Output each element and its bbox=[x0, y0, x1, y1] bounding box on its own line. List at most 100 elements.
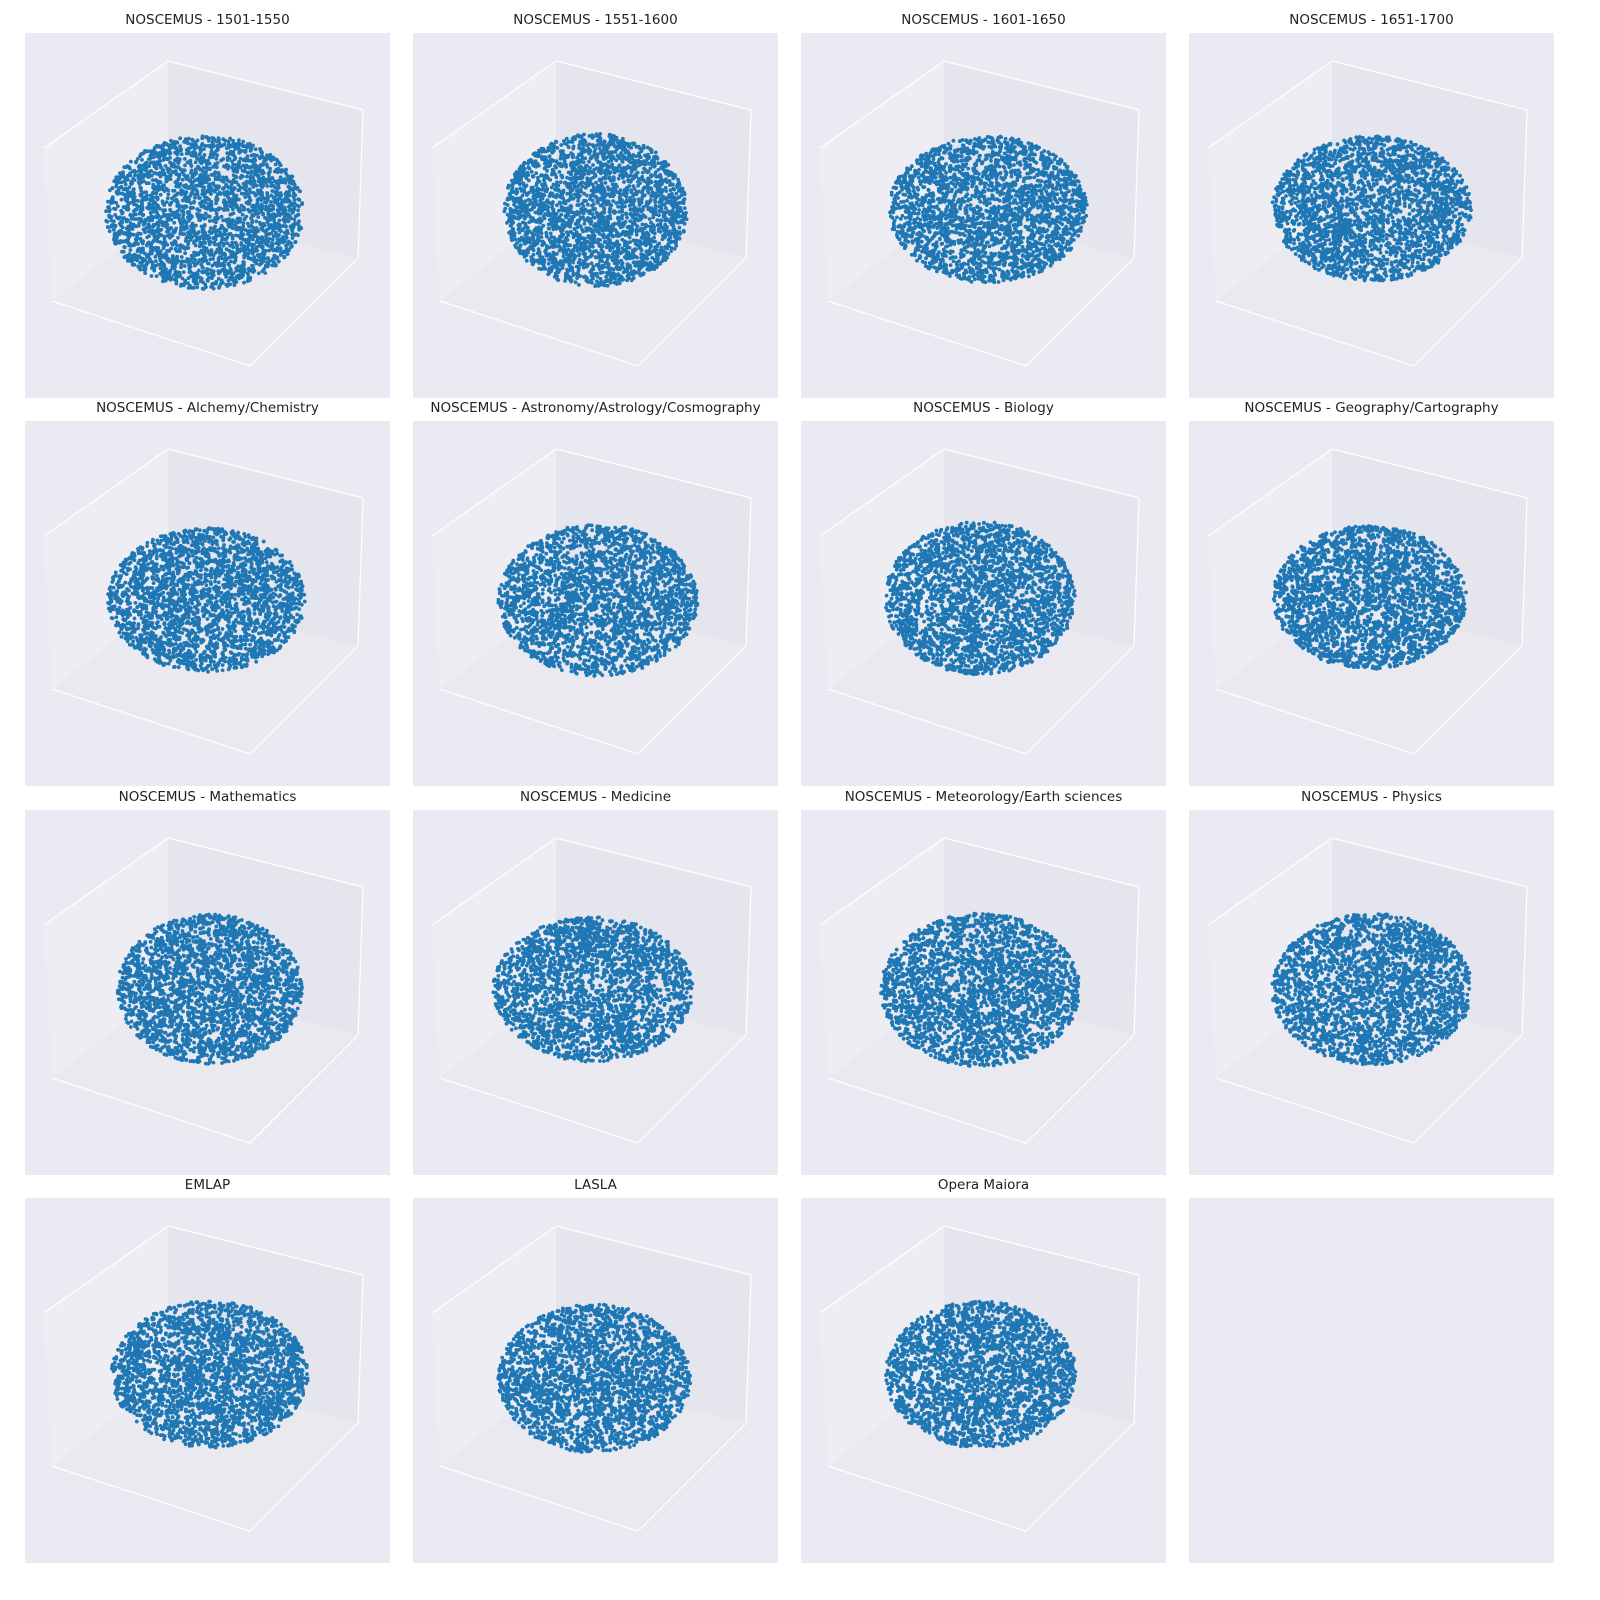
scatter-point bbox=[600, 259, 605, 263]
scatter-point bbox=[534, 164, 538, 169]
scatter-point bbox=[603, 176, 608, 181]
scatter-point bbox=[611, 199, 616, 203]
scatter-point bbox=[290, 174, 295, 179]
scatter-point bbox=[214, 195, 219, 199]
scatter-point bbox=[209, 203, 214, 208]
scatter-point bbox=[120, 180, 124, 185]
scatter-point bbox=[176, 235, 180, 240]
scatter-point bbox=[195, 157, 200, 161]
subplot-axes bbox=[413, 33, 778, 398]
scatter-point bbox=[528, 208, 533, 212]
scatter-point bbox=[185, 230, 190, 235]
scatter-point bbox=[506, 196, 510, 201]
scatter-point bbox=[638, 273, 643, 278]
scatter-point bbox=[219, 214, 224, 219]
scatter-point bbox=[172, 162, 176, 166]
scatter-point bbox=[253, 168, 258, 173]
scatter-point bbox=[610, 234, 615, 239]
scatter-point bbox=[204, 180, 209, 185]
scatter-point bbox=[533, 151, 538, 156]
scatter-point bbox=[164, 213, 169, 218]
scatter-point bbox=[524, 258, 529, 263]
scatter-point bbox=[283, 191, 288, 196]
scatter-point bbox=[558, 180, 563, 185]
scatter-point bbox=[593, 227, 597, 232]
scatter-point bbox=[133, 170, 138, 174]
scatter-point bbox=[587, 151, 591, 156]
scatter-point bbox=[276, 197, 280, 202]
scatter-point bbox=[131, 187, 136, 192]
scatter-point bbox=[264, 233, 269, 237]
scatter-point bbox=[647, 217, 652, 221]
scatter-point bbox=[109, 218, 114, 223]
scatter-point bbox=[281, 224, 286, 228]
scatter-point bbox=[297, 198, 302, 202]
scatter-point bbox=[136, 199, 140, 203]
scatter-point bbox=[290, 244, 294, 249]
scatter-point bbox=[188, 161, 192, 166]
scatter-point bbox=[513, 173, 518, 178]
scatter-point bbox=[231, 207, 235, 212]
scatter-point bbox=[166, 169, 171, 174]
scatter-point bbox=[591, 154, 596, 159]
scatter-point bbox=[143, 197, 148, 202]
scatter-point bbox=[599, 247, 604, 252]
scatter-point bbox=[670, 208, 675, 213]
scatter-point bbox=[531, 216, 535, 221]
scatter-point bbox=[517, 209, 522, 213]
scatter-point bbox=[107, 205, 111, 209]
scatter-point bbox=[575, 176, 579, 181]
scatter-point bbox=[529, 188, 534, 193]
scatter-point bbox=[197, 218, 202, 223]
scatter-point bbox=[527, 202, 532, 207]
scatter-point bbox=[148, 249, 153, 254]
scatter-point bbox=[147, 197, 152, 202]
scatter-point bbox=[528, 238, 532, 243]
scatter-point bbox=[136, 231, 141, 236]
scatter-point bbox=[570, 140, 575, 144]
scatter-point bbox=[570, 155, 575, 160]
scatter-point bbox=[222, 142, 227, 147]
scatter-point bbox=[265, 192, 270, 197]
scatter-point bbox=[533, 210, 538, 215]
scatter-point bbox=[198, 173, 202, 178]
scatter-point bbox=[550, 171, 555, 175]
scatter-point bbox=[528, 198, 533, 203]
scatter-point bbox=[224, 247, 229, 252]
scatter-point bbox=[204, 269, 209, 274]
scatter-point bbox=[521, 162, 526, 167]
scatter-point bbox=[169, 138, 173, 143]
scatter-point bbox=[158, 192, 163, 197]
scatter-point bbox=[193, 187, 198, 192]
scatter-point bbox=[575, 155, 579, 160]
scatter-point bbox=[525, 191, 530, 196]
scatter-point bbox=[136, 248, 140, 253]
scatter-point bbox=[121, 249, 126, 254]
scatter-point bbox=[649, 150, 654, 155]
scatter-point bbox=[206, 275, 211, 280]
scatter-point bbox=[250, 251, 255, 256]
scatter-point bbox=[206, 214, 211, 219]
scatter-point bbox=[119, 184, 124, 189]
scatter-point bbox=[596, 237, 600, 242]
scatter-point bbox=[525, 170, 530, 175]
scatter-point bbox=[254, 239, 259, 244]
scatter-point bbox=[559, 229, 564, 234]
scatter-point bbox=[531, 203, 536, 208]
scatter-point bbox=[140, 158, 144, 162]
scatter-point bbox=[126, 240, 131, 245]
scatter-point bbox=[620, 201, 624, 206]
scatter-point bbox=[152, 164, 157, 169]
scatter-point bbox=[224, 275, 229, 279]
scatter-point bbox=[221, 263, 225, 268]
scatter-point bbox=[574, 169, 579, 174]
scatter-point bbox=[245, 156, 250, 161]
scatter-point bbox=[246, 171, 250, 175]
scatter-point bbox=[239, 241, 244, 245]
scatter-point bbox=[617, 219, 621, 224]
scatter-point bbox=[141, 222, 146, 227]
scatter-point bbox=[287, 208, 292, 213]
scatter-point bbox=[681, 229, 686, 234]
scatter-point bbox=[233, 163, 238, 167]
scatter-point bbox=[620, 159, 625, 163]
